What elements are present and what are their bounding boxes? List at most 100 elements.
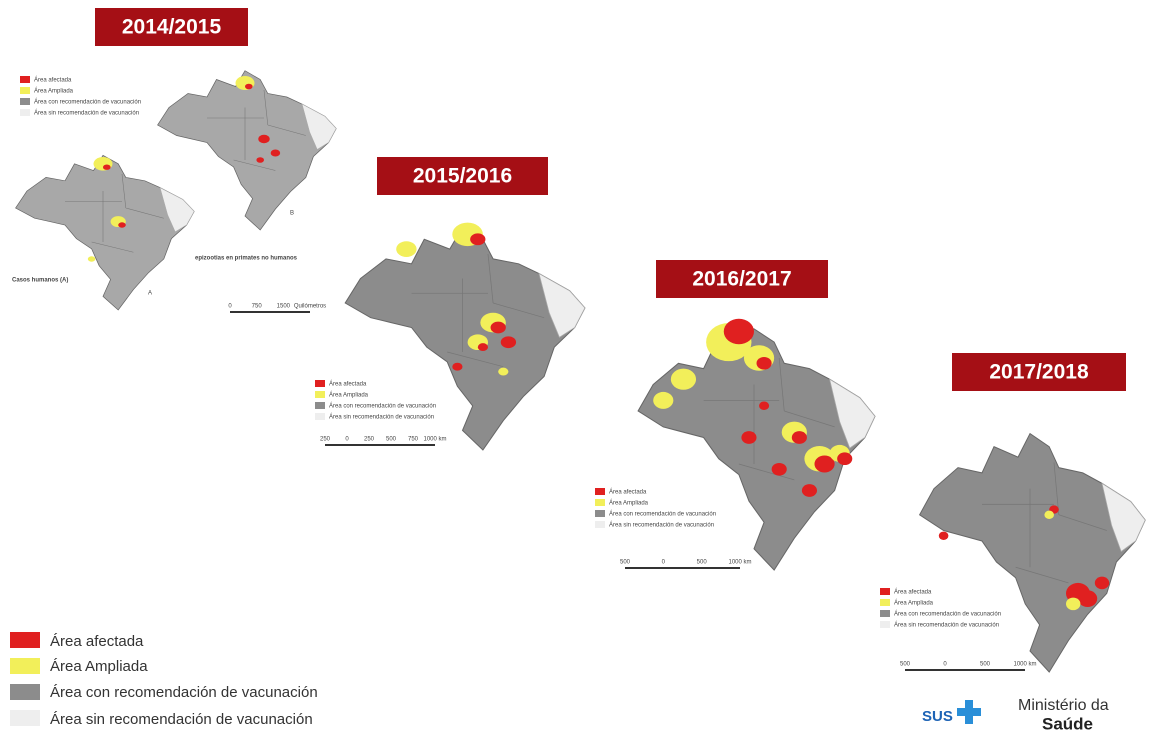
legend-label: Área sin recomendación de vacunación: [329, 414, 434, 421]
scale-label: 750: [408, 437, 419, 443]
legend-label: Área afectada: [894, 589, 932, 596]
state-border: [1015, 566, 1069, 584]
map: [156, 69, 338, 231]
map-label: A: [148, 291, 152, 297]
affected-area: [771, 462, 787, 476]
affected-area: [256, 157, 264, 163]
legend-label: Área afectada: [50, 633, 144, 650]
scale-label: 500: [620, 560, 631, 566]
legend-label: Área con recomendación de vacunación: [329, 403, 436, 410]
map: [918, 432, 1147, 674]
legend-label: Área afectada: [329, 381, 367, 388]
scale-label: 500: [697, 560, 708, 566]
affected-area: [477, 343, 488, 352]
country-shape: [918, 432, 1147, 674]
expanded-area: [1066, 597, 1081, 611]
affected-area: [791, 431, 807, 444]
legend-swatch: [10, 684, 40, 700]
affected-area: [1078, 590, 1098, 608]
state-border: [487, 253, 494, 304]
map: [14, 154, 196, 311]
affected-area: [245, 83, 253, 90]
legend-label: Área Ampliada: [329, 392, 369, 399]
legend-swatch: [315, 380, 325, 387]
expanded-area: [653, 391, 674, 409]
expanded-area: [498, 367, 509, 376]
state-border: [121, 173, 127, 209]
map: [343, 222, 587, 452]
title: 2016/2017: [692, 268, 791, 291]
state-border: [784, 410, 835, 428]
scale-label: 750: [252, 304, 263, 310]
scale-label: 0: [345, 437, 349, 443]
legend-label: Área con recomendación de vacunación: [894, 611, 1001, 618]
title-box: [656, 260, 828, 298]
legend-swatch: [880, 610, 890, 617]
title-box: [95, 8, 248, 46]
logo-health: Saúde: [1042, 714, 1093, 733]
state-border: [91, 241, 134, 253]
logo-ministry: Ministério da: [1018, 697, 1109, 714]
title: 2015/2016: [413, 165, 512, 188]
legend-label: Área Ampliada: [609, 500, 649, 507]
scale-label: 0: [943, 662, 947, 668]
legend-label: Área sin recomendación de vacunación: [609, 522, 714, 529]
legend-swatch: [880, 599, 890, 606]
state-border: [738, 463, 795, 481]
legend-label: Área con recomendación de vacunación: [609, 511, 716, 518]
scale-label: 1000 km: [423, 437, 446, 443]
map: [636, 318, 877, 572]
title: 2014/2015: [122, 16, 222, 39]
affected-area: [500, 336, 517, 349]
legend-label: Área Ampliada: [34, 88, 74, 95]
legend-label: Área con recomendación de vacunación: [50, 684, 318, 701]
scale-label: 250: [320, 437, 331, 443]
scale-label: 250: [364, 437, 375, 443]
state-border: [1053, 462, 1060, 515]
affected-area: [1094, 576, 1110, 590]
state-border: [492, 302, 545, 319]
state-border: [447, 351, 504, 368]
state-border: [778, 357, 785, 412]
country-shape: [14, 154, 196, 311]
legend-swatch: [595, 488, 605, 495]
affected-area: [258, 134, 270, 144]
affected-area: [801, 484, 817, 497]
scale-label: 0: [228, 304, 232, 310]
expanded-area: [670, 368, 697, 390]
scale-label: 500: [386, 437, 397, 443]
legend-swatch: [880, 621, 890, 628]
affected-area: [270, 149, 281, 157]
scale-label: 0: [662, 560, 666, 566]
scale-label: 1000 km: [1013, 662, 1036, 668]
affected-area: [756, 356, 772, 370]
map-label: epizootias en primates no humanos: [195, 256, 298, 262]
legend-swatch: [315, 413, 325, 420]
legend-swatch: [315, 402, 325, 409]
affected-area: [837, 452, 853, 466]
legend-label: Área afectada: [609, 489, 647, 496]
scale-label: 1500: [277, 304, 291, 310]
legend-swatch: [595, 499, 605, 506]
logo-cross: [957, 700, 981, 724]
legend-label: Área sin recomendación de vacunación: [50, 711, 313, 728]
logo-sus: SUS: [922, 708, 953, 725]
legend-swatch: [315, 391, 325, 398]
state-border: [125, 207, 164, 219]
state-border: [1058, 514, 1107, 531]
legend-label: Área sin recomendación de vacunación: [34, 110, 139, 117]
legend-swatch: [880, 588, 890, 595]
scale-label: 1000 km: [728, 560, 751, 566]
legend-swatch: [595, 521, 605, 528]
state-border: [233, 159, 276, 171]
expanded-area: [1044, 510, 1054, 519]
legend-swatch: [10, 632, 40, 648]
legend-label: Área Ampliada: [50, 658, 148, 675]
title-box: [377, 157, 548, 195]
legend-label: Área con recomendación de vacunación: [34, 99, 141, 106]
affected-area: [490, 321, 506, 334]
legend-swatch: [10, 658, 40, 674]
legend-swatch: [20, 76, 30, 83]
legend-label: Área afectada: [34, 77, 72, 84]
